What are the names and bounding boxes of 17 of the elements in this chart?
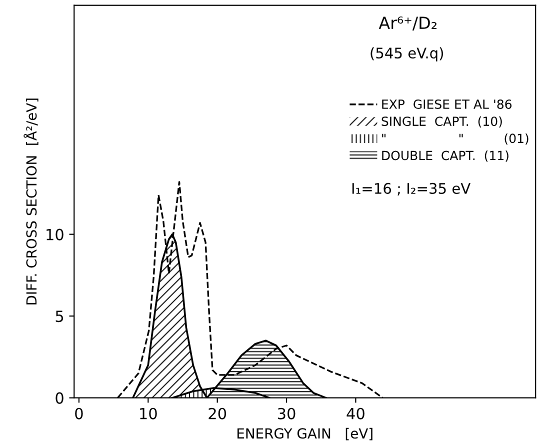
x-tick-label: 40 [346, 408, 364, 420]
legend-label: DOUBLE CAPT. (11) [382, 150, 508, 162]
x-tick-label: 20 [208, 408, 226, 420]
legend-label: " " (01) [382, 133, 528, 145]
legend-label: SINGLE CAPT. (10) [382, 116, 502, 128]
y-tick-label: 5 [56, 310, 64, 322]
y-tick-label: 10 [46, 228, 64, 240]
y-axis-title: DIFF. CROSS SECTION [Å²/eV] [24, 98, 38, 304]
x-tick-label: 0 [75, 408, 83, 420]
x-tick-label: 30 [278, 408, 296, 420]
x-tick-label: 10 [140, 408, 157, 420]
text: (545 eV.q) [370, 47, 444, 62]
text: Ar⁶⁺/D₂ [378, 16, 437, 30]
y-tick-label: 0 [56, 392, 64, 404]
legend-label: EXP GIESE ET AL '86 [382, 99, 512, 109]
x-axis-title: ENERGY GAIN [eV] [238, 428, 372, 440]
annotation: I₁=16 ; I₂=35 eV [352, 182, 470, 196]
